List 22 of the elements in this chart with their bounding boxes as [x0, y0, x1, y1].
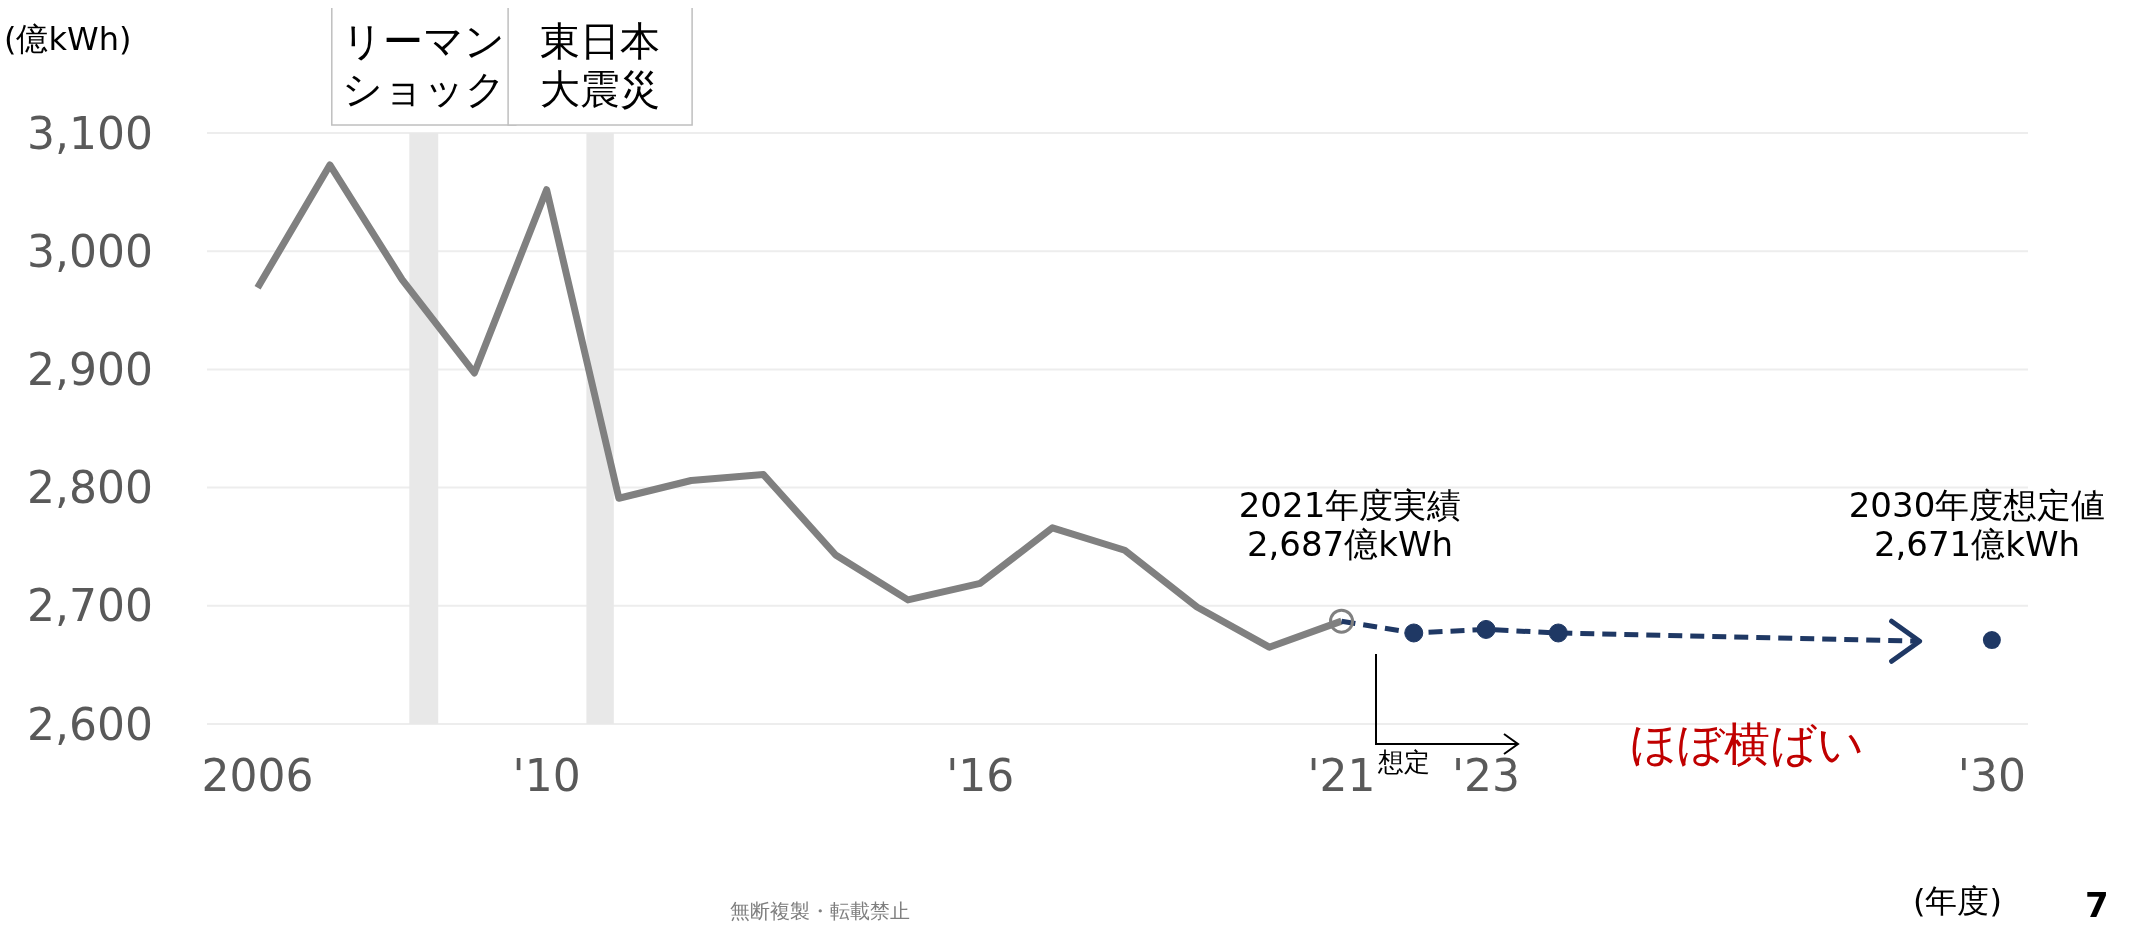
- y-tick-label: 3,000: [27, 225, 153, 277]
- y-tick-label: 2,700: [27, 580, 153, 632]
- x-tick-label: '10: [512, 750, 581, 802]
- band-label: リーマンショック: [341, 18, 506, 112]
- y-axis-title: (億kWh): [4, 19, 132, 60]
- x-tick-label: '23: [1451, 750, 1521, 802]
- band-label: 東日本大震災: [540, 18, 661, 112]
- annotation: 2021年度実績 2,687億kWh: [1237, 485, 1463, 565]
- text: 無断複製・転載禁止: [730, 899, 910, 923]
- x-tick-label: 2006: [201, 750, 314, 802]
- x-tick-label: '30: [1957, 750, 2026, 802]
- text: 7: [2085, 885, 2109, 925]
- y-tick-label: 2,800: [27, 462, 153, 514]
- x-tick-label: '21: [1307, 750, 1376, 802]
- annotation: ほぼ横ばい: [1630, 717, 1864, 771]
- annotation: 2030年度想定値 2,671億kWh: [1847, 485, 2107, 565]
- y-tick-label: 2,600: [27, 698, 153, 750]
- y-tick-label: 2,900: [27, 344, 153, 396]
- x-tick-label: '16: [946, 750, 1015, 802]
- x-axis-title: (年度): [1913, 881, 2002, 922]
- text: 想定: [1378, 747, 1430, 778]
- y-tick-label: 3,100: [27, 107, 153, 159]
